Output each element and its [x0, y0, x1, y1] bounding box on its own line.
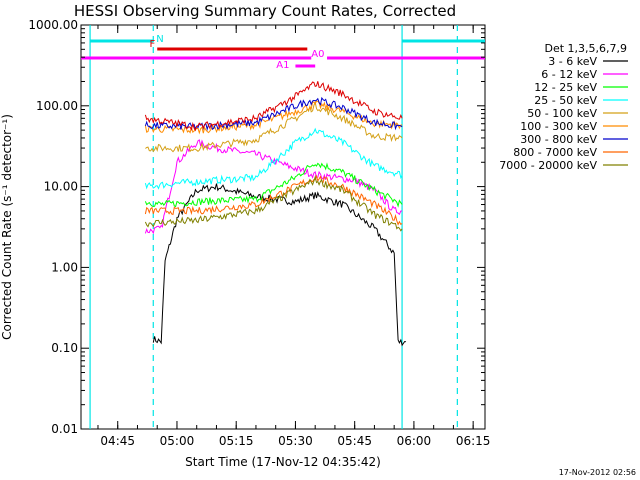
x-tick-label: 05:00 [160, 434, 195, 448]
x-tick-label: 05:30 [278, 434, 313, 448]
legend-title: Det 1,3,5,6,7,9 [544, 42, 627, 55]
y-tick-label: 0.10 [51, 341, 78, 355]
x-axis-label: Start Time (17-Nov-12 04:35:42) [185, 455, 381, 469]
legend-entry: 12 - 25 keV [534, 81, 597, 94]
timestamp: 17-Nov-2012 02:56 [559, 468, 636, 477]
y-tick-label: 1000.00 [28, 18, 78, 32]
x-axis-ticks: 04:45 05:00 05:15 05:30 05:45 06:00 06:15 [97, 25, 491, 448]
series-lines [144, 81, 407, 347]
legend-entry: 100 - 300 keV [520, 120, 597, 133]
legend-entry: 7000 - 20000 keV [499, 159, 597, 172]
y-axis-ticks: 1000.00 100.00 10.00 1.00 0.10 0.01 [28, 18, 485, 436]
series-line [144, 81, 403, 132]
series-line [144, 139, 403, 235]
legend-entry: 800 - 7000 keV [513, 146, 597, 159]
segment-label: N [156, 34, 163, 45]
vertical-markers [89, 25, 458, 429]
y-tick-label: 0.01 [51, 422, 78, 436]
y-tick-label: 100.00 [36, 99, 78, 113]
legend-entry: 3 - 6 keV [548, 55, 597, 68]
x-tick-label: 06:15 [456, 434, 491, 448]
attenuator-segments: NF A0 A1 [81, 34, 485, 71]
legend-entry: 50 - 100 keV [527, 107, 597, 120]
plot-frame [80, 24, 486, 430]
legend-entry: 6 - 12 keV [541, 68, 597, 81]
y-tick-label: 1.00 [51, 260, 78, 274]
y-tick-label: 10.00 [44, 180, 78, 194]
x-tick-label: 06:00 [397, 434, 432, 448]
series-line [144, 100, 403, 135]
series-line [144, 162, 403, 208]
series-line [145, 100, 403, 153]
legend-entry: 25 - 50 keV [534, 94, 597, 107]
chart-title: HESSI Observing Summary Count Rates, Cor… [74, 2, 456, 20]
series-line [144, 96, 403, 132]
y-axis-label: Corrected Count Rate (s⁻¹ detector⁻¹) [0, 114, 14, 340]
segment-label: F [149, 39, 155, 50]
series-line [144, 174, 403, 232]
segment-label: A0 [311, 49, 324, 60]
segment-label: A1 [276, 60, 289, 71]
x-tick-label: 05:15 [219, 434, 254, 448]
series-line [152, 183, 407, 347]
series-line [144, 174, 403, 226]
series-line [144, 127, 403, 190]
x-tick-label: 04:45 [100, 434, 135, 448]
legend-entry: 300 - 800 keV [520, 133, 597, 146]
x-tick-label: 05:45 [337, 434, 372, 448]
